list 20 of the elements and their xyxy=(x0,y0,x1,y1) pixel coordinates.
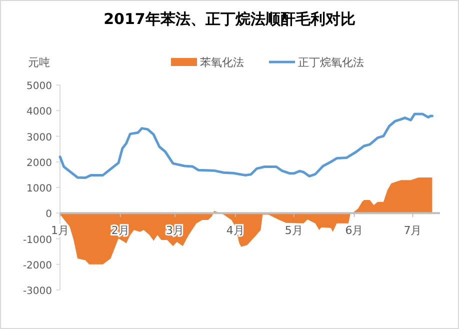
legend-label: 正丁烷氧化法 xyxy=(298,56,364,69)
y-tick-label: 1000 xyxy=(26,184,52,194)
y-axis-title: 元吨 xyxy=(28,56,50,69)
x-tick-label: 1月 xyxy=(51,224,69,238)
x-tick-label: 5月 xyxy=(284,224,303,238)
y-tick-label: 4000 xyxy=(26,106,52,118)
y-tick-label: 0 xyxy=(46,209,52,220)
chart-title: 2017年苯法、正丁烷法顺酐毛利对比 xyxy=(104,10,356,28)
y-tick-label: 2000 xyxy=(26,158,52,169)
x-tick-label: 3月 xyxy=(166,224,184,238)
y-tick-label: -1000 xyxy=(22,234,52,246)
y-tick-label: 3000 xyxy=(26,132,52,144)
x-tick-label: 2月 xyxy=(111,224,130,238)
y-tick-label: 5000 xyxy=(26,81,52,92)
y-tick-label: -3000 xyxy=(22,286,52,297)
y-tick-label: -2000 xyxy=(22,260,52,272)
x-tick-label: 6月 xyxy=(345,224,364,238)
x-tick-label: 7月 xyxy=(404,224,422,238)
legend-label: 苯氧化法 xyxy=(200,56,244,69)
line-series xyxy=(58,112,434,180)
